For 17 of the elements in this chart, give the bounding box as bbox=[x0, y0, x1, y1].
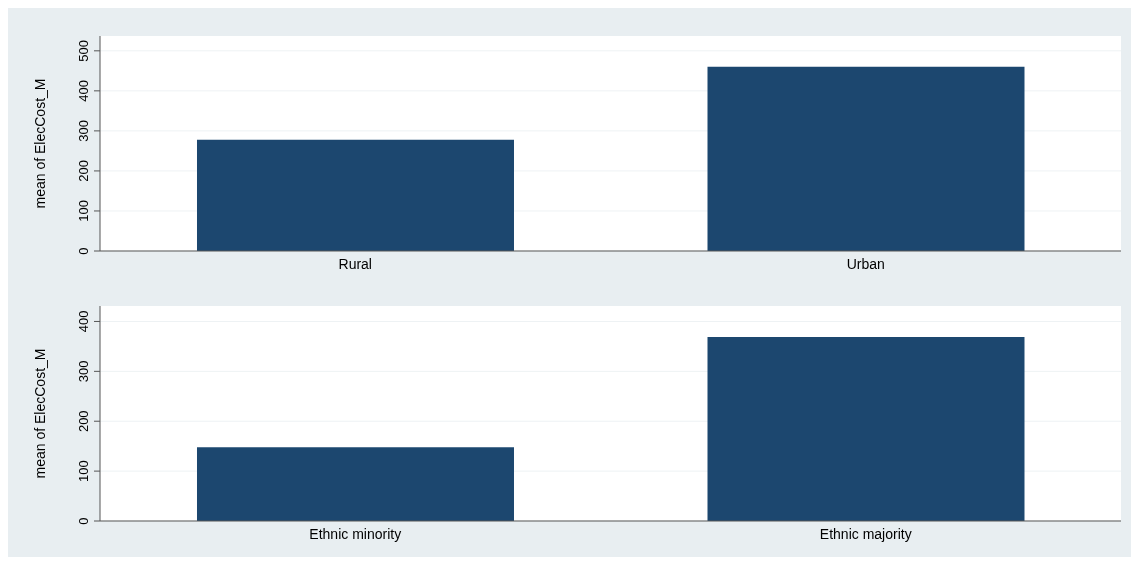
y-tick-label: 0 bbox=[76, 517, 91, 525]
x-tick-label: Rural bbox=[338, 255, 372, 272]
y-tick-label: 200 bbox=[76, 160, 91, 182]
y-tick-label: 0 bbox=[76, 247, 91, 255]
y-axis-title: mean of ElecCost_M bbox=[31, 348, 48, 479]
x-tick-label: Ethnic majority bbox=[819, 525, 912, 542]
y-tick-label: 400 bbox=[76, 80, 91, 102]
y-tick-label: 100 bbox=[76, 460, 91, 482]
y-tick-label: 300 bbox=[76, 360, 91, 383]
y-axis-title: mean of ElecCost_M bbox=[31, 78, 48, 209]
y-tick-label: 300 bbox=[76, 120, 91, 142]
y-tick-label: 500 bbox=[76, 39, 91, 62]
x-tick-label: Ethnic minority bbox=[309, 525, 402, 542]
y-tick-label: 400 bbox=[76, 310, 91, 333]
y-tick-label: 200 bbox=[76, 410, 91, 433]
y-tick-label: 100 bbox=[76, 200, 91, 222]
x-tick-label: Urban bbox=[846, 255, 885, 272]
